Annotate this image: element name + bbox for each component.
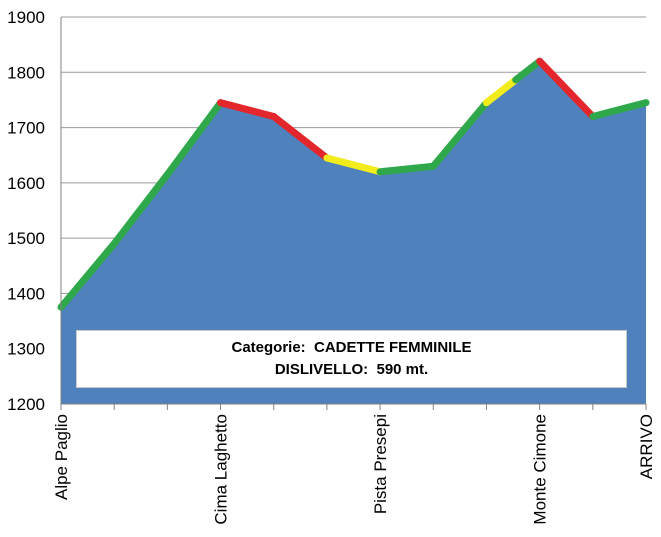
y-tick-label-1900: 1900 bbox=[7, 8, 45, 27]
x-tick-label-0: Alpe Paglio bbox=[52, 414, 71, 500]
segment-6 bbox=[376, 162, 437, 176]
segment-10 bbox=[589, 99, 650, 121]
x-tick-label-11: ARRIVO bbox=[637, 414, 656, 479]
segment-0 bbox=[57, 240, 118, 311]
segment-9 bbox=[536, 57, 597, 121]
elevation-area bbox=[61, 61, 646, 404]
y-tick-label-1400: 1400 bbox=[7, 284, 45, 303]
x-tick-label-3: Cima Laghetto bbox=[212, 414, 231, 525]
category-label: Categorie: CADETTE FEMMINILE bbox=[231, 339, 472, 356]
segment-5 bbox=[323, 154, 384, 176]
y-tick-label-1600: 1600 bbox=[7, 174, 45, 193]
x-tick-label-6: Pista Presepi bbox=[371, 414, 390, 514]
segment-2 bbox=[163, 99, 225, 179]
y-tick-label-1800: 1800 bbox=[7, 63, 45, 82]
x-axis-tick-labels: Alpe Paglio Cima Laghetto Pista Presepi Mon… bbox=[52, 414, 656, 525]
elevation-gain-label: DISLIVELLO: 590 mt. bbox=[274, 361, 429, 378]
x-tick-label-9: Monte Cimone bbox=[531, 414, 550, 525]
segment-7 bbox=[429, 99, 490, 170]
category-info-box: Categorie: CADETTE FEMMINILE DISLIVELLO:… bbox=[76, 330, 627, 388]
segment-1 bbox=[110, 171, 171, 248]
difficulty-segments bbox=[57, 57, 650, 311]
y-tick-label-1200: 1200 bbox=[7, 395, 45, 414]
y-axis-tick-labels: 1200 1300 1400 1500 1600 1700 1800 1900 bbox=[7, 8, 45, 414]
segment-8-a bbox=[482, 76, 520, 107]
segment-8-b bbox=[512, 57, 544, 84]
y-tick-label-1500: 1500 bbox=[7, 229, 45, 248]
segment-4 bbox=[270, 113, 331, 162]
area-fill bbox=[61, 61, 646, 404]
y-tick-label-1300: 1300 bbox=[7, 340, 45, 359]
segment-3 bbox=[217, 99, 278, 121]
y-tick-label-1700: 1700 bbox=[7, 119, 45, 138]
axes bbox=[60, 17, 647, 410]
